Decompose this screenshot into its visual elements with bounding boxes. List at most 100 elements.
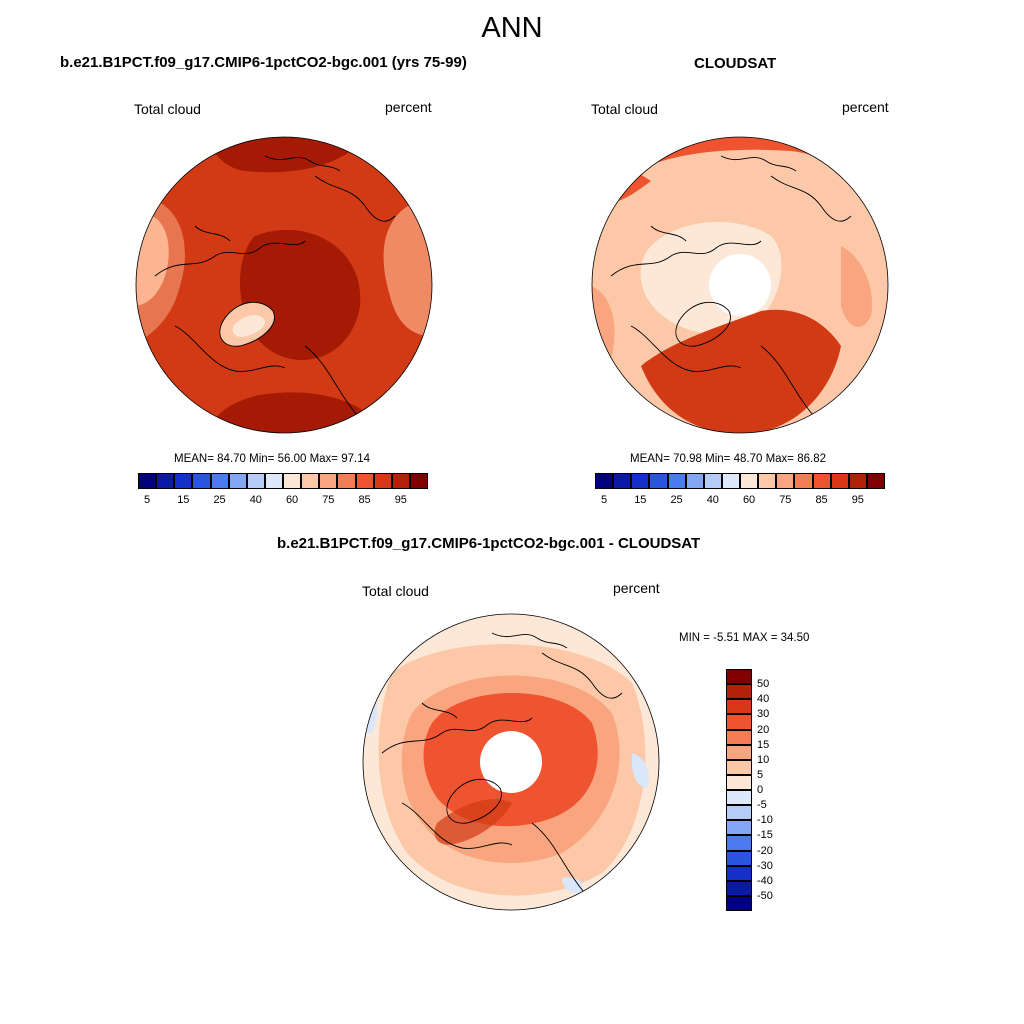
panel-2-colorbar-swatch [830, 473, 849, 489]
difference-colorbar [726, 669, 752, 911]
panel-1-coastline [194, 225, 231, 242]
panel-2-colorbar-tick-label: 25 [670, 494, 683, 506]
panel-2-colorbar-swatch [866, 473, 885, 489]
difference-colorbar-swatch [726, 774, 752, 790]
panel-1-colorbar-tick-label: 40 [249, 494, 262, 506]
panel-2-missing-data-hole [709, 254, 771, 316]
panel-2-min-label: Min= [705, 453, 731, 465]
panel-2-colorbar-swatch [613, 473, 632, 489]
panel-2-coastline [650, 225, 687, 242]
difference-colorbar-tick-label: 20 [757, 723, 770, 736]
difference-variable-label: Total cloud [362, 583, 429, 599]
panel-2-colorbar-tick-label: 85 [815, 494, 828, 506]
panel-2-colorbar-swatch [667, 473, 686, 489]
panel-1-polar-map [135, 136, 433, 434]
panel-1-colorbar-tick-label: 60 [285, 494, 299, 506]
panel-2-map-border [591, 136, 889, 434]
difference-colorbar-tick-label: -5 [757, 799, 767, 812]
panel-1-colorbar-swatch [319, 473, 338, 489]
difference-polar-map [362, 613, 660, 911]
difference-colorbar-tick-label: 15 [757, 738, 770, 751]
panel-2-colorbar-swatch [794, 473, 813, 489]
panel-1-colorbar-swatch [156, 473, 175, 489]
panel-1-colorbar-swatch [355, 473, 374, 489]
difference-field-negative-south [562, 877, 584, 894]
panel-1-colorbar-swatch [228, 473, 247, 489]
difference-colorbar-tick-label: 10 [757, 753, 770, 766]
difference-colorbar-swatch [726, 744, 752, 760]
panel-2-colorbar [595, 473, 885, 489]
difference-colorbar-swatch [726, 895, 752, 911]
panel-2-colorbar-swatch [721, 473, 740, 489]
panel-2-colorbar-tick-label: 60 [742, 494, 756, 506]
difference-colorbar-swatch [726, 684, 752, 700]
panel-1-map-border [135, 136, 433, 434]
difference-coastline [491, 632, 568, 649]
panel-2-colorbar-tick-label: 75 [779, 494, 792, 506]
panel-2-polar-map [591, 136, 889, 434]
panel-1-colorbar-ticks: 5 15 25 40 60 75 85 95 [138, 494, 428, 508]
difference-colorbar-tick-label: -50 [757, 889, 773, 902]
panel-1-mean-value: 84.70 [217, 453, 246, 465]
panel-1-coastline [154, 240, 306, 277]
panel-2-coastline [675, 301, 731, 347]
panel-2-coastline [610, 240, 762, 277]
difference-colorbar-swatch [726, 835, 752, 851]
panel-1-colorbar-tick-label: 95 [394, 494, 407, 506]
panel-1-colorbar-tick-label: 15 [177, 494, 190, 506]
panel-1-field-maximum [280, 313, 324, 348]
difference-title: b.e21.B1PCT.f09_g17.CMIP6-1pctCO2-bgc.00… [277, 535, 701, 552]
panel-2-coastline [720, 155, 797, 172]
panel-2-colorbar-swatch [703, 473, 722, 489]
panel-1-colorbar-swatch [264, 473, 283, 489]
difference-colorbar-tick-label: 5 [757, 768, 764, 781]
difference-colorbar-tick-label: 30 [757, 708, 770, 721]
panel-1-min-label: Min= [249, 453, 275, 465]
panel-2-field-mid-east [841, 246, 872, 327]
difference-colorbar-swatch [726, 714, 752, 730]
difference-colorbar-swatch [726, 850, 752, 866]
panel-2-colorbar-swatch [740, 473, 759, 489]
panel-1-colorbar-swatch [192, 473, 211, 489]
panel-2-title: CLOUDSAT [694, 55, 777, 72]
difference-colorbar-tick-label: 0 [757, 784, 764, 796]
panel-1-colorbar-swatch [174, 473, 193, 489]
panel-2-colorbar-swatch [776, 473, 795, 489]
panel-1-coastline [174, 325, 286, 372]
panel-1-colorbar [138, 473, 428, 489]
panel-2-max-label: Max= [765, 453, 795, 465]
panel-1-mean-label: MEAN= [174, 453, 214, 465]
panel-2-field-high-south [641, 309, 841, 433]
difference-colorbar-tick-label: -30 [757, 859, 773, 872]
difference-coastline [401, 802, 513, 849]
panel-1-coastline [264, 155, 341, 172]
difference-map-border [362, 613, 660, 911]
panel-1-colorbar-swatch [210, 473, 229, 489]
panel-1-colorbar-swatch [391, 473, 410, 489]
panel-2-max-value: 86.82 [797, 453, 827, 465]
panel-1-coastline [219, 301, 275, 347]
panel-1-colorbar-swatch [283, 473, 302, 489]
panel-1-colorbar-tick-label: 85 [358, 494, 371, 506]
panel-1-coastline [314, 175, 396, 222]
panel-2-mean-label: MEAN= [630, 453, 670, 465]
difference-colorbar-swatch [726, 669, 752, 685]
panel-1-colorbar-tick-label: 75 [322, 494, 335, 506]
difference-coastline [446, 778, 502, 824]
panel-1-colorbar-swatch [409, 473, 428, 489]
difference-missing-data-hole [480, 731, 542, 793]
panel-1-units-label: percent [385, 99, 432, 115]
difference-colorbar-swatch [726, 729, 752, 745]
difference-units-label: percent [613, 580, 660, 596]
panel-1-stats: MEAN= 84.70 Min= 56.00 Max= 97.14 [174, 453, 370, 465]
panel-2-coastline [630, 325, 742, 372]
panel-1-min-value: 56.00 [277, 453, 307, 465]
panel-2-units-label: percent [842, 99, 889, 115]
panel-2-colorbar-swatch [685, 473, 704, 489]
difference-field-negative-east [631, 753, 649, 788]
panel-1-colorbar-tick-label: 5 [144, 494, 151, 506]
panel-1-colorbar-swatch [337, 473, 356, 489]
panel-1-field-greenland-core [232, 315, 266, 337]
difference-colorbar-ticks: 50 40 30 20 15 10 5 0 -5 -10 -15 -20 -30 -40 -50 [757, 669, 797, 911]
panel-2-colorbar-tick-label: 5 [601, 494, 608, 506]
